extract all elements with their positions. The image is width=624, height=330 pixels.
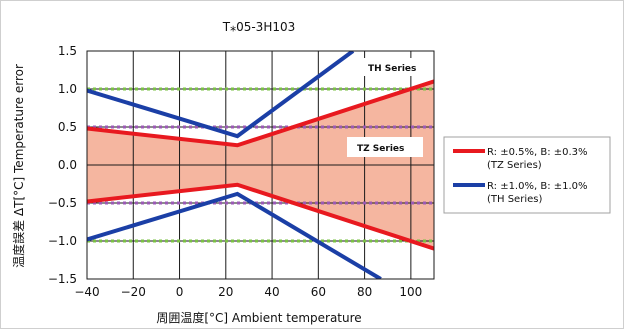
y-tick-label: −0.5 <box>48 196 77 210</box>
x-tick-label: −20 <box>121 285 146 299</box>
series-line-tz-upper <box>87 79 434 148</box>
x-tick-label: −40 <box>74 285 99 299</box>
th-series-label: TH Series <box>368 64 416 74</box>
legend: R: ±0.5%, B: ±0.3% (TZ Series) R: ±1.0%,… <box>443 136 611 214</box>
y-tick-label: 1.5 <box>58 44 77 58</box>
th-series-label-bg <box>361 58 423 76</box>
y-tick-label: 0.0 <box>58 158 77 172</box>
x-tick-label: 40 <box>264 285 279 299</box>
x-tick-label: 0 <box>176 285 184 299</box>
chart-title: T⁎05-3H103 <box>222 20 296 34</box>
y-tick-label: 0.5 <box>58 120 77 134</box>
y-tick-label: −1.5 <box>48 272 77 286</box>
x-tick-label: 80 <box>357 285 372 299</box>
legend-entry-th-line2: (TH Series) <box>487 194 542 205</box>
x-axis-label: 周囲温度[°C] Ambient temperature <box>156 310 361 325</box>
tz-series-label-bg <box>347 137 423 157</box>
x-tick-label: 20 <box>218 285 233 299</box>
plot-area: 1.5 1.0 0.5 0.0 −0.5 −1.0 −1.5−40 −20 0 20 40 60 80 1… <box>48 44 435 299</box>
series-line-th-lower <box>87 191 382 279</box>
x-tick-label: 100 <box>399 285 422 299</box>
legend-entry-th-line1: R: ±1.0%, B: ±1.0% <box>487 181 588 192</box>
x-tick-label: 60 <box>311 285 326 299</box>
tz-series-label: TZ Series <box>357 144 404 154</box>
legend-entry-tz-line1: R: ±0.5%, B: ±0.3% <box>487 147 588 158</box>
y-axis-label: 温度誤差 ΔT[°C] Temperature error <box>11 64 26 268</box>
y-tick-label: −1.0 <box>48 234 77 248</box>
y-tick-label: 1.0 <box>58 82 77 96</box>
series-line-th-upper <box>87 51 355 139</box>
plot-border <box>86 50 435 280</box>
legend-entry-tz-line2: (TZ Series) <box>487 160 542 171</box>
series-line-tz-lower <box>87 182 434 251</box>
